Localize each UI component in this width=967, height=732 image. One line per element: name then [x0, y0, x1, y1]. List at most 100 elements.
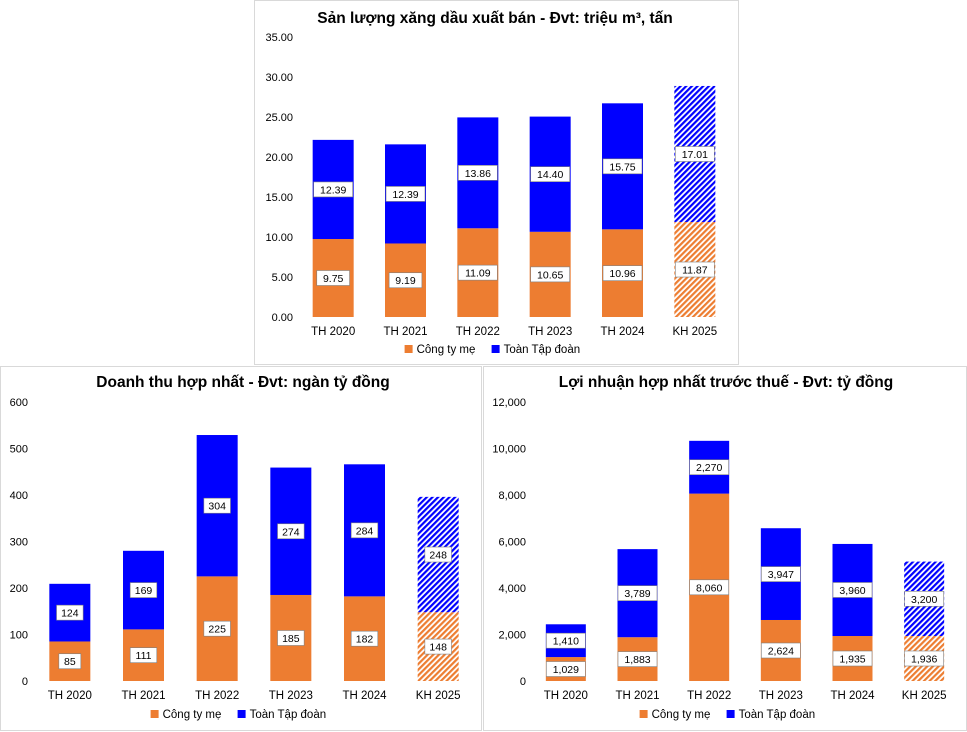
category-label: TH 2023 — [269, 690, 313, 702]
data-label-box — [129, 647, 158, 663]
legend: Công ty mẹ Toàn Tập đoàn — [150, 709, 327, 721]
data-label-box — [530, 266, 570, 283]
data-label-box — [675, 146, 715, 162]
data-label-box — [388, 272, 423, 289]
data-label: 12.39 — [392, 189, 418, 201]
category-label: TH 2022 — [456, 326, 500, 338]
legend-label-group: Toàn Tập đoàn — [739, 709, 816, 721]
data-label: 10.65 — [537, 269, 563, 281]
data-label: 3,960 — [839, 585, 865, 597]
y-tick-label: 200 — [10, 583, 28, 595]
data-label: 17.01 — [682, 149, 708, 161]
y-tick-label: 100 — [10, 630, 28, 642]
legend: Công ty mẹ Toàn Tập đoàn — [404, 344, 581, 356]
chart-panel-profit: Lợi nhuận hợp nhất trước thuế - Đvt: tỷ … — [483, 366, 967, 731]
data-label-box — [761, 566, 801, 582]
category-label: TH 2024 — [600, 326, 645, 338]
category-label: TH 2024 — [342, 690, 387, 702]
legend-label-group: Toàn Tập đoàn — [504, 344, 581, 356]
data-label: 85 — [64, 656, 76, 668]
data-label-box — [761, 642, 801, 659]
y-tick-label: 500 — [10, 444, 28, 456]
y-tick-label: 300 — [10, 537, 28, 549]
data-label: 12.39 — [320, 184, 346, 196]
data-label-box — [904, 590, 944, 607]
data-label: 1,410 — [553, 636, 579, 648]
category-label: TH 2022 — [195, 690, 239, 702]
y-tick-label: 8,000 — [498, 490, 526, 502]
y-tick-label: 0 — [22, 676, 28, 688]
y-tick-label: 10,000 — [492, 444, 526, 456]
data-label-box — [832, 582, 873, 598]
data-label: 124 — [61, 608, 79, 620]
y-tick-label: 6,000 — [498, 537, 526, 549]
y-tick-label: 600 — [10, 397, 28, 409]
data-label: 1,936 — [911, 653, 937, 665]
data-label-box — [689, 459, 729, 476]
data-label-box — [277, 523, 305, 540]
data-label-box — [350, 630, 379, 647]
y-tick-label: 10.00 — [265, 232, 293, 244]
data-label: 248 — [429, 550, 447, 562]
data-label-box — [385, 186, 426, 202]
category-label: TH 2023 — [528, 326, 572, 338]
data-label: 169 — [135, 585, 153, 597]
data-label-box — [350, 522, 379, 539]
data-label-box — [602, 158, 643, 175]
data-label-box — [617, 585, 658, 601]
data-label: 148 — [429, 642, 447, 654]
legend-swatch-parent — [150, 710, 159, 718]
chart-revenue: Doanh thu hợp nhất - Đvt: ngàn tỷ đồng 0 1… — [10, 374, 461, 721]
category-label: KH 2025 — [902, 690, 947, 702]
legend-swatch-group — [491, 345, 500, 353]
data-label: 1,029 — [553, 664, 579, 676]
data-label: 225 — [208, 624, 226, 636]
chart-panel-sales-volume: Sản lượng xăng dầu xuất bán - Đvt: triệu… — [254, 0, 739, 365]
category-label: TH 2022 — [687, 690, 731, 702]
data-label-box — [313, 181, 353, 198]
category-label: TH 2021 — [383, 326, 427, 338]
data-label-box — [424, 546, 452, 563]
legend-label-group: Toàn Tập đoàn — [250, 709, 327, 721]
y-tick-label: 2,000 — [498, 630, 526, 642]
data-label-box — [546, 661, 586, 677]
chart-title: Sản lượng xăng dầu xuất bán - Đvt: triệu… — [317, 10, 673, 27]
data-label-box — [832, 650, 873, 667]
category-label: TH 2020 — [544, 690, 588, 702]
data-label-box — [424, 638, 452, 655]
data-label: 8,060 — [696, 582, 722, 594]
data-label-box — [316, 270, 350, 286]
category-label: TH 2024 — [830, 690, 875, 702]
data-label-box — [203, 620, 231, 637]
y-tick-label: 25.00 — [265, 112, 293, 124]
data-label: 9.19 — [395, 275, 416, 287]
legend: Công ty mẹ Toàn Tập đoàn — [639, 709, 816, 721]
y-tick-label: 400 — [10, 490, 28, 502]
legend-swatch-group — [726, 710, 735, 718]
data-label: 13.86 — [465, 168, 491, 180]
category-label: TH 2023 — [759, 690, 803, 702]
y-tick-label: 5.00 — [272, 272, 293, 284]
y-tick-label: 30.00 — [265, 72, 293, 84]
legend-swatch-parent — [639, 710, 648, 718]
data-label: 1,883 — [624, 654, 650, 666]
data-label-box — [689, 579, 729, 596]
category-label: TH 2020 — [311, 326, 355, 338]
y-tick-label: 20.00 — [265, 152, 293, 164]
data-label-box — [277, 630, 305, 646]
category-label: TH 2020 — [48, 690, 92, 702]
data-label-box — [617, 651, 658, 667]
data-label: 274 — [282, 526, 300, 538]
data-label: 2,624 — [768, 645, 794, 657]
data-label: 2,270 — [696, 462, 722, 474]
category-label: KH 2025 — [672, 326, 717, 338]
data-label: 304 — [208, 501, 226, 513]
data-label: 9.75 — [323, 273, 344, 285]
y-tick-label: 0.00 — [272, 312, 293, 324]
data-label-box — [58, 653, 82, 670]
y-tick-label: 15.00 — [265, 192, 293, 204]
legend-label-parent: Công ty mẹ — [417, 344, 476, 356]
legend-swatch-group — [237, 710, 246, 718]
chart-title: Lợi nhuận hợp nhất trước thuế - Đvt: tỷ … — [559, 374, 893, 391]
data-label-box — [602, 265, 643, 281]
